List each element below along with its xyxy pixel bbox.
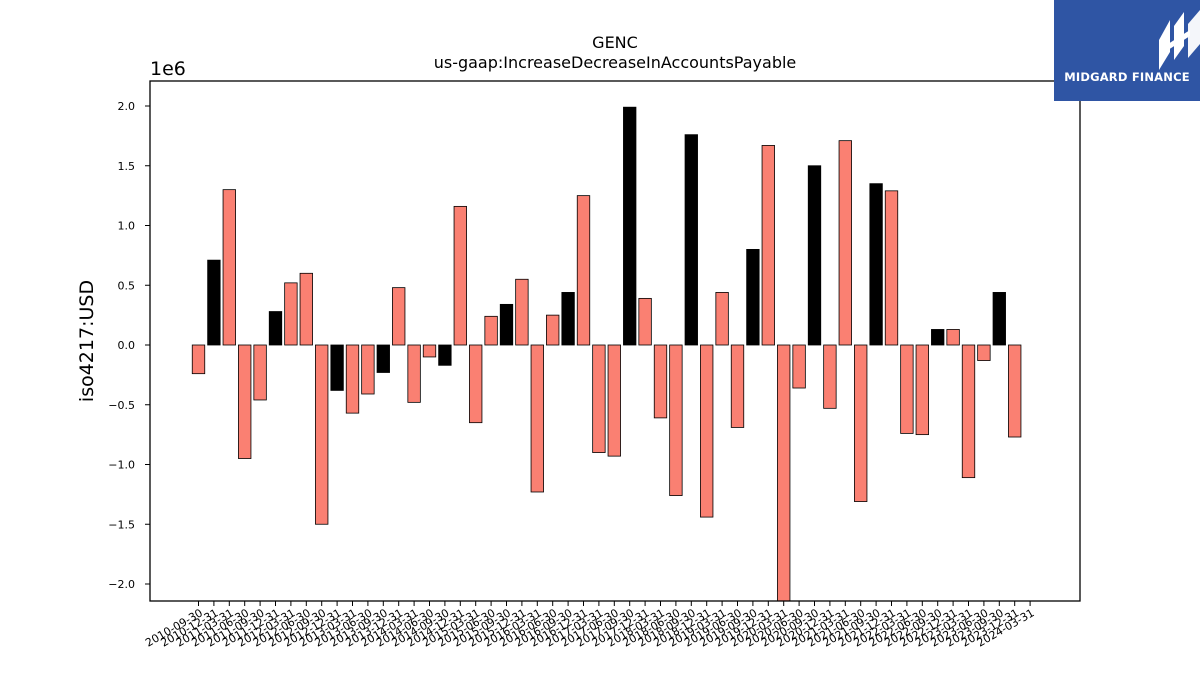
bar-2020-06-30 bbox=[792, 344, 806, 389]
bar-2021-03-31 bbox=[838, 140, 852, 346]
bar-2019-12-31 bbox=[761, 145, 775, 346]
bar-2022-12-31 bbox=[946, 329, 960, 346]
bar-2014-12-31 bbox=[453, 205, 467, 346]
chart-subtitle: us-gaap:IncreaseDecreaseInAccountsPayabl… bbox=[434, 53, 797, 72]
bar-2011-09-30 bbox=[253, 344, 267, 401]
bar-2022-06-30 bbox=[915, 344, 929, 436]
bar-2016-09-30 bbox=[561, 292, 575, 346]
y-tick-label: −1.5 bbox=[108, 518, 135, 531]
bar-2015-12-31 bbox=[515, 278, 529, 346]
bar-2012-12-31 bbox=[330, 344, 344, 391]
bar-2020-12-31 bbox=[823, 344, 837, 409]
bar-2019-09-30 bbox=[746, 248, 760, 346]
bar-2018-12-31 bbox=[700, 344, 714, 518]
y-tick-label: 0.0 bbox=[118, 339, 136, 352]
bar-2017-06-30 bbox=[607, 344, 621, 457]
y-tick-label: 0.5 bbox=[118, 279, 136, 292]
bar-2016-03-31 bbox=[530, 344, 544, 493]
bar-2016-12-31 bbox=[576, 195, 591, 346]
bar-2012-03-31 bbox=[284, 282, 298, 346]
y-tick-label: −0.5 bbox=[108, 399, 135, 412]
bar-2018-09-30 bbox=[684, 134, 698, 346]
bar-2013-03-31 bbox=[345, 344, 360, 414]
bar-2014-06-30 bbox=[422, 344, 437, 358]
brand-name: MIDGARD FINANCE bbox=[1064, 70, 1190, 84]
bar-2020-03-31 bbox=[777, 344, 791, 602]
bar-2019-06-30 bbox=[730, 344, 745, 428]
chart-title: GENC bbox=[592, 33, 638, 52]
bar-2022-03-31 bbox=[900, 344, 914, 434]
bar-2010-12-31 bbox=[207, 259, 221, 346]
bar-2017-09-30 bbox=[623, 106, 637, 346]
bar-2023-09-30 bbox=[992, 292, 1006, 346]
bar-2021-12-31 bbox=[884, 190, 899, 346]
bar-2016-06-30 bbox=[546, 314, 560, 346]
bar-2017-03-31 bbox=[592, 344, 606, 453]
brand-logo: MIDGARD FINANCE bbox=[1054, 0, 1200, 101]
bar-2021-09-30 bbox=[869, 183, 883, 346]
bar-2021-06-30 bbox=[854, 344, 868, 502]
y-tick-label: −2.0 bbox=[108, 578, 135, 591]
y-tick-label: 1.0 bbox=[118, 220, 136, 233]
brand-mark-icon bbox=[1159, 10, 1200, 70]
bars-group bbox=[191, 106, 1022, 602]
bar-2011-03-31 bbox=[222, 189, 236, 346]
bar-2015-09-30 bbox=[499, 303, 514, 346]
bar-2018-06-30 bbox=[669, 344, 683, 496]
bar-2010-09-30 bbox=[191, 344, 206, 375]
bar-2022-09-30 bbox=[931, 329, 945, 346]
bar-2023-12-31 bbox=[1008, 344, 1022, 438]
bar-2013-06-30 bbox=[361, 344, 375, 395]
y-axis: −2.0 −1.5 −1.0 −0.5 0.0 0.5 1.0 1.5 2.0 bbox=[108, 100, 150, 591]
bar-2013-09-30 bbox=[376, 344, 390, 373]
bar-2020-09-30 bbox=[807, 165, 822, 346]
bar-2023-03-31 bbox=[961, 344, 976, 479]
x-axis: 2010-09-302010-12-312011-03-312011-06-30… bbox=[143, 601, 1037, 650]
bar-2012-09-30 bbox=[315, 344, 329, 525]
bar-2011-06-30 bbox=[238, 344, 252, 459]
bar-2017-12-31 bbox=[638, 297, 652, 346]
y-axis-label: iso4217:USD bbox=[76, 280, 98, 402]
bar-2015-03-31 bbox=[469, 344, 483, 424]
y-tick-label: 1.5 bbox=[118, 160, 136, 173]
bar-2015-06-30 bbox=[484, 315, 498, 346]
y-tick-label: −1.0 bbox=[108, 459, 135, 472]
bar-2013-12-31 bbox=[392, 287, 406, 346]
plot-frame bbox=[149, 80, 1081, 602]
bar-2019-03-31 bbox=[715, 292, 729, 346]
bar-2023-06-30 bbox=[977, 344, 991, 361]
bar-2012-06-30 bbox=[299, 272, 313, 346]
bar-2018-03-31 bbox=[653, 344, 668, 419]
bar-2014-09-30 bbox=[438, 344, 452, 366]
y-multiplier-label: 1e6 bbox=[150, 58, 186, 80]
bar-2011-12-31 bbox=[268, 311, 283, 346]
y-tick-label: 2.0 bbox=[118, 100, 136, 113]
bar-2014-03-31 bbox=[407, 344, 421, 403]
